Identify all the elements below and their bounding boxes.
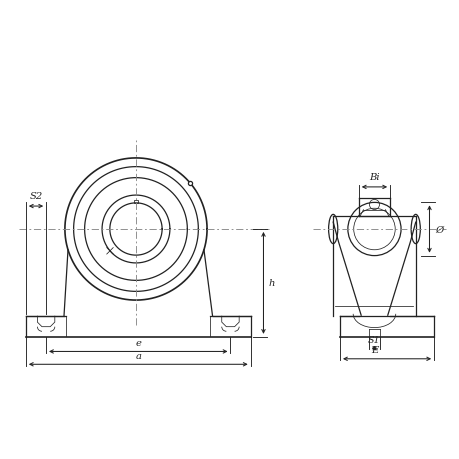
Ellipse shape: [328, 215, 337, 244]
Text: S2: S2: [29, 192, 43, 201]
Text: a: a: [135, 351, 141, 360]
Ellipse shape: [410, 215, 420, 244]
Bar: [134, 201, 138, 204]
Text: E: E: [370, 346, 377, 354]
Text: h: h: [269, 279, 275, 288]
Text: Bi: Bi: [368, 173, 379, 182]
Text: e: e: [135, 338, 141, 347]
Text: Ø: Ø: [435, 225, 443, 234]
Text: S1: S1: [367, 336, 380, 344]
